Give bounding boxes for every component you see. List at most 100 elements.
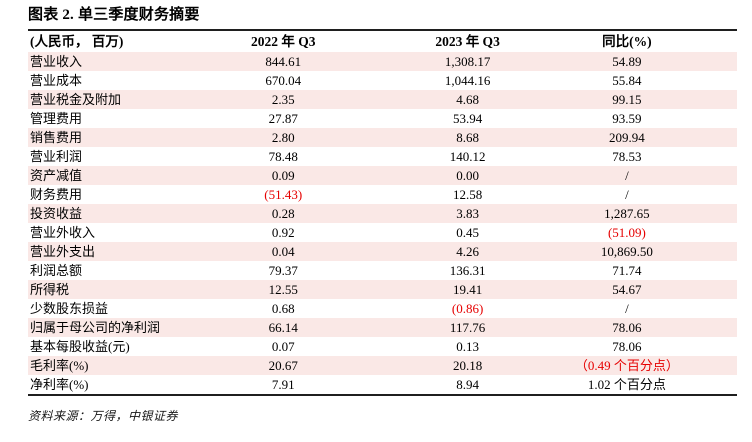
table-row: 少数股东损益 0.68 (0.86) / <box>28 299 737 318</box>
quarterly-financial-table: (人民币， 百万) 2022 年 Q3 2023 年 Q3 同比(%) 营业收入… <box>28 29 737 396</box>
row-label: 营业成本 <box>30 73 83 88</box>
row-value: 8.94 <box>456 377 479 392</box>
row-value: 0.09 <box>271 168 295 183</box>
row-label: 净利率(%) <box>30 377 89 392</box>
row-value: 20.18 <box>452 358 483 373</box>
row-value: 27.87 <box>268 111 298 126</box>
report-figure: 图表 2. 单三季度财务摘要 (人民币， 百万) 2022 年 Q3 2023 … <box>28 7 737 423</box>
row-value: (51.43) <box>264 187 303 202</box>
row-value: 54.89 <box>612 54 642 69</box>
row-value: (0.86) <box>451 301 484 316</box>
row-label: 基本每股收益(元) <box>30 339 130 354</box>
table-row: 营业外支出 0.04 4.26 10,869.50 <box>28 242 737 261</box>
table-row: 营业税金及附加 2.35 4.68 99.15 <box>28 90 737 109</box>
table-row: 利润总额 79.37 136.31 71.74 <box>28 261 737 280</box>
row-label: 营业利润 <box>30 149 83 164</box>
row-value: 7.91 <box>271 377 295 392</box>
figure-title: 图表 2. 单三季度财务摘要 <box>28 7 200 23</box>
row-value: 0.45 <box>456 225 479 240</box>
row-value: 12.58 <box>452 187 483 202</box>
row-value: 12.55 <box>268 282 298 297</box>
row-label: 管理费用 <box>30 111 83 126</box>
row-value: 1.02 个百分点 <box>587 377 666 392</box>
row-label: 营业收入 <box>30 54 83 69</box>
row-label: 财务费用 <box>30 187 83 202</box>
row-label: 资产减值 <box>30 168 83 183</box>
row-value: 71.74 <box>612 263 642 278</box>
row-label: 毛利率(%) <box>30 358 89 373</box>
row-value: 78.53 <box>612 149 642 164</box>
row-value: 136.31 <box>449 263 486 278</box>
row-value: 140.12 <box>449 149 486 164</box>
row-value: 19.41 <box>452 282 483 297</box>
table-row: 营业利润 78.48 140.12 78.53 <box>28 147 737 166</box>
row-value: (51.09) <box>607 225 646 240</box>
table-row: 财务费用 (51.43) 12.58 / <box>28 185 737 204</box>
row-label: 少数股东损益 <box>30 301 109 316</box>
row-label: 归属于母公司的净利润 <box>30 320 161 335</box>
row-value: 209.94 <box>609 130 645 145</box>
row-value: 54.67 <box>612 282 642 297</box>
table-row: 归属于母公司的净利润 66.14 117.76 78.06 <box>28 318 737 337</box>
row-value: 0.07 <box>271 339 295 354</box>
row-value: 0.92 <box>271 225 295 240</box>
row-value: 0.00 <box>456 168 479 183</box>
row-value: 93.59 <box>612 111 642 126</box>
row-value: 0.68 <box>271 301 295 316</box>
row-value: 1,308.17 <box>444 54 491 69</box>
row-value: 66.14 <box>268 320 298 335</box>
row-value: 4.68 <box>456 92 479 107</box>
column-header-yoy: 同比(%) <box>602 34 652 49</box>
row-value: 3.83 <box>456 206 479 221</box>
table-row: 投资收益 0.28 3.83 1,287.65 <box>28 204 737 223</box>
source-note: 资料来源：万得，中银证券 <box>28 409 179 423</box>
row-value: 1,287.65 <box>604 206 650 221</box>
row-value: 0.13 <box>456 339 479 354</box>
row-value: 0.04 <box>271 244 295 259</box>
row-value: / <box>625 168 629 183</box>
row-value: 670.04 <box>265 73 302 88</box>
row-value: 78.48 <box>268 149 298 164</box>
row-value: 55.84 <box>612 73 642 88</box>
row-value: 20.67 <box>268 358 298 373</box>
row-value: 78.06 <box>612 339 642 354</box>
table-row: 管理费用 27.87 53.94 93.59 <box>28 109 737 128</box>
table-body: 营业收入 844.61 1,308.17 54.89 营业成本 670.04 1,044.1… <box>28 52 737 395</box>
row-label: 营业外支出 <box>30 244 96 259</box>
row-label: 投资收益 <box>30 206 83 221</box>
row-value: 10,869.50 <box>600 244 653 259</box>
column-header-unit: (人民币， 百万) <box>30 34 124 49</box>
row-value: 4.26 <box>456 244 479 259</box>
row-value: 78.06 <box>612 320 642 335</box>
row-value: （0.49 个百分点） <box>574 358 679 373</box>
table-row: 资产减值 0.09 0.00 / <box>28 166 737 185</box>
table-row: 所得税 12.55 19.41 54.67 <box>28 280 737 299</box>
row-value: / <box>625 187 629 202</box>
row-label: 营业税金及附加 <box>30 92 122 107</box>
row-value: 99.15 <box>612 92 642 107</box>
table-row: 销售费用 2.80 8.68 209.94 <box>28 128 737 147</box>
row-value: 79.37 <box>268 263 298 278</box>
row-value: / <box>625 301 629 316</box>
row-value: 2.80 <box>271 130 295 145</box>
column-header-2022-q3: 2022 年 Q3 <box>250 34 316 49</box>
column-header-2023-q3: 2023 年 Q3 <box>435 34 500 49</box>
row-value: 8.68 <box>456 130 479 145</box>
row-label: 所得税 <box>30 282 70 297</box>
table-row: 营业外收入 0.92 0.45 (51.09) <box>28 223 737 242</box>
table-row: 营业收入 844.61 1,308.17 54.89 <box>28 52 737 71</box>
row-value: 53.94 <box>452 111 483 126</box>
row-label: 利润总额 <box>30 263 83 278</box>
row-label: 销售费用 <box>30 130 83 145</box>
table-row: 净利率(%) 7.91 8.94 1.02 个百分点 <box>28 375 737 395</box>
row-value: 1,044.16 <box>444 73 491 88</box>
row-value: 0.28 <box>271 206 295 221</box>
table-header-row: (人民币， 百万) 2022 年 Q3 2023 年 Q3 同比(%) <box>28 30 737 52</box>
row-label: 营业外收入 <box>30 225 96 240</box>
table-row: 营业成本 670.04 1,044.16 55.84 <box>28 71 737 90</box>
row-value: 2.35 <box>271 92 295 107</box>
row-value: 844.61 <box>265 54 302 69</box>
table-row: 基本每股收益(元) 0.07 0.13 78.06 <box>28 337 737 356</box>
row-value: 117.76 <box>449 320 486 335</box>
table-row: 毛利率(%) 20.67 20.18 （0.49 个百分点） <box>28 356 737 375</box>
